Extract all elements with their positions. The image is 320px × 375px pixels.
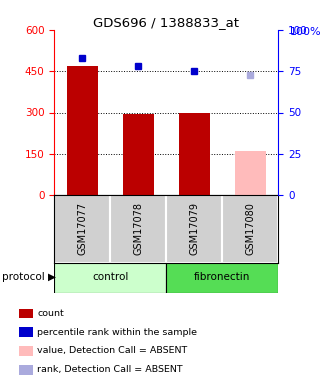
Text: control: control [92, 273, 129, 282]
Bar [222, 195, 278, 262]
Text: percentile rank within the sample: percentile rank within the sample [37, 328, 197, 337]
Text: GSM17078: GSM17078 [133, 202, 143, 255]
Bar [19, 309, 33, 318]
Bar [179, 112, 210, 195]
Text: rank, Detection Call = ABSENT: rank, Detection Call = ABSENT [37, 365, 183, 374]
Y-axis label: 100%: 100% [290, 27, 320, 37]
Bar [19, 365, 33, 375]
Bar [67, 66, 98, 195]
Text: GSM17077: GSM17077 [77, 202, 87, 255]
Bar [54, 195, 110, 262]
Bar [19, 346, 33, 356]
Text: value, Detection Call = ABSENT: value, Detection Call = ABSENT [37, 346, 188, 355]
Text: count: count [37, 309, 64, 318]
Bar [166, 262, 278, 292]
Text: protocol ▶: protocol ▶ [2, 273, 56, 282]
Bar [166, 195, 222, 262]
Bar [235, 151, 266, 195]
Bar [123, 114, 154, 195]
Text: GSM17079: GSM17079 [189, 202, 199, 255]
Bar [110, 195, 166, 262]
Title: GDS696 / 1388833_at: GDS696 / 1388833_at [93, 16, 239, 29]
Bar [19, 327, 33, 337]
Text: fibronectin: fibronectin [194, 273, 251, 282]
Text: GSM17080: GSM17080 [245, 202, 255, 255]
Bar [54, 262, 166, 292]
